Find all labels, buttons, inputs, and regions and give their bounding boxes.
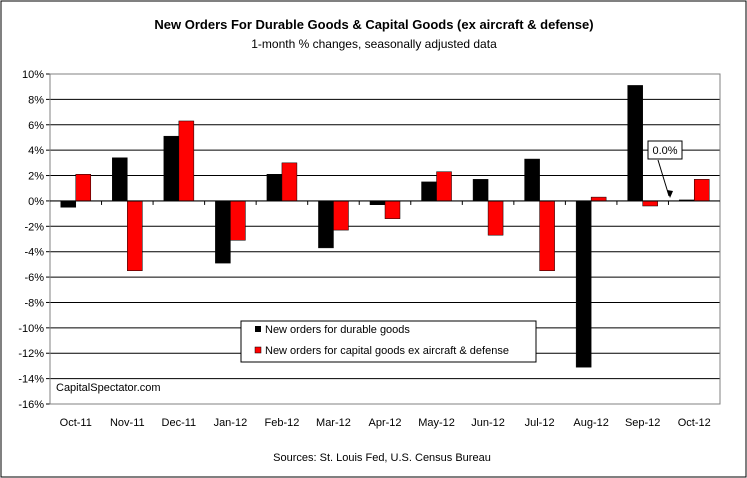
- bar-capital-goods-dec-11: [178, 120, 195, 202]
- y-axis-tick-labels: 10% 8% 6% 4% 2% 0% -2% -4% -6% -8% -10% -12% -14% -16…: [18, 69, 50, 411]
- legend-swatch-durable: [255, 326, 261, 332]
- bar-durable-goods-jun-12: [472, 179, 489, 202]
- plot-area-border: [49, 73, 721, 405]
- bar-durable-goods-nov-11: [112, 157, 128, 202]
- x-tick-label: Sep-12: [625, 417, 660, 429]
- x-tick-label: Oct-11: [60, 417, 92, 429]
- annotation-box: [647, 140, 683, 160]
- bar-capital-goods-jun-12: [487, 200, 504, 236]
- bar-capital-goods-oct-12: [693, 179, 710, 202]
- x-tick-label: Jul-12: [525, 417, 555, 429]
- bar-durable-goods-jul-12: [524, 158, 540, 202]
- bar-capital-goods-oct-11: [75, 174, 92, 202]
- bar-capital-goods-feb-12: [281, 162, 298, 202]
- bar-durable-goods-mar-12: [318, 200, 334, 249]
- x-tick-label: Apr-12: [368, 417, 401, 429]
- legend-box: [240, 320, 537, 363]
- x-tick-label: Mar-12: [316, 417, 351, 429]
- y-tick-label: 10%: [22, 69, 44, 81]
- legend-swatch-capital: [254, 346, 262, 354]
- bar-capital-goods-jul-12: [539, 200, 555, 271]
- bars: [60, 85, 710, 368]
- legend: New orders for durable goods New orders …: [240, 320, 537, 363]
- bar-capital-goods-nov-11: [127, 200, 143, 271]
- bar-durable-goods-oct-11: [60, 200, 77, 208]
- bar-durable-goods-jan-12: [215, 200, 231, 264]
- y-tick-label: -6%: [24, 272, 44, 284]
- legend-label-capital: New orders for capital goods ex aircraft…: [265, 345, 509, 357]
- annotation: 0.0%: [647, 140, 683, 198]
- annotation-label: 0.0%: [652, 145, 677, 157]
- bar-durable-goods-sep-12: [627, 85, 643, 202]
- y-tick-label: -14%: [18, 374, 44, 386]
- y-tick-label: -8%: [24, 297, 44, 309]
- annotation-arrow: [657, 159, 670, 197]
- y-tick-label: 8%: [28, 94, 44, 106]
- bar-capital-goods-apr-12: [384, 200, 401, 219]
- bar-durable-goods-dec-11: [163, 135, 180, 202]
- y-tick-label: -16%: [18, 399, 44, 411]
- y-tick-label: -2%: [24, 221, 44, 233]
- x-axis-tick-labels: Oct-11 Nov-11 Dec-11 Jan-12 Feb-12 Mar-12 Apr-…: [60, 200, 711, 429]
- bar-durable-goods-aug-12: [575, 200, 592, 368]
- watermark: CapitalSpectator.com: [56, 382, 161, 394]
- source-note: Sources: St. Louis Fed, U.S. Census Bure…: [273, 452, 491, 464]
- y-tick-label: 0%: [28, 196, 44, 208]
- bar-capital-goods-sep-12: [642, 200, 658, 207]
- bar-durable-goods-may-12: [421, 181, 437, 202]
- bar-capital-goods-aug-12: [590, 196, 607, 202]
- y-tick-label: 6%: [28, 120, 44, 132]
- y-tick-label: 4%: [28, 145, 44, 157]
- x-tick-label: Oct-12: [678, 417, 711, 429]
- bar-durable-goods-feb-12: [266, 174, 283, 202]
- x-tick-label: May-12: [418, 417, 455, 429]
- chart-subtitle: 1-month % changes, seasonally adjusted d…: [251, 37, 497, 51]
- y-tick-label: -4%: [24, 247, 44, 259]
- x-tick-label: Jun-12: [471, 417, 505, 429]
- bar-capital-goods-jan-12: [230, 200, 246, 241]
- y-tick-label: -12%: [18, 348, 44, 360]
- x-tick-label: Feb-12: [264, 417, 299, 429]
- x-tick-label: Aug-12: [573, 417, 608, 429]
- chart-title: New Orders For Durable Goods & Capital G…: [154, 17, 593, 32]
- y-tick-label: 2%: [28, 171, 44, 183]
- bar-capital-goods-mar-12: [333, 200, 349, 231]
- y-tick-label: -10%: [18, 323, 44, 335]
- annotation-arrowhead: [667, 190, 673, 198]
- legend-label-durable: New orders for durable goods: [265, 324, 410, 336]
- bar-capital-goods-may-12: [436, 171, 452, 202]
- x-tick-label: Nov-11: [110, 417, 145, 429]
- x-tick-label: Jan-12: [214, 417, 248, 429]
- x-tick-label: Dec-11: [162, 417, 197, 429]
